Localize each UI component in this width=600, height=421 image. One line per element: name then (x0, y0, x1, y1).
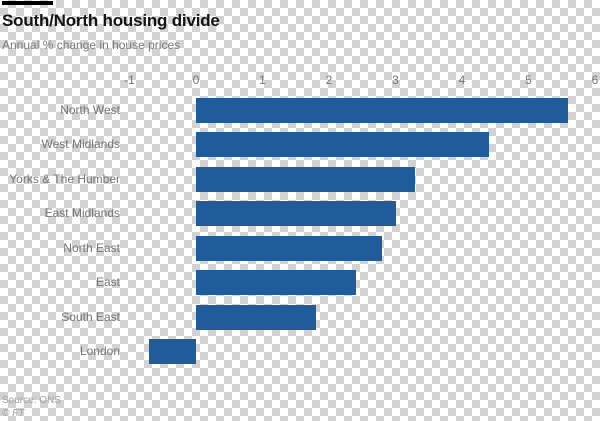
bar (196, 132, 489, 157)
bar (196, 201, 396, 226)
ft-credit-text: © FT (2, 408, 25, 419)
ft-top-rule (2, 1, 53, 5)
x-tick-label: 1 (259, 73, 266, 87)
category-label: London (79, 344, 120, 358)
source-text: Source: ONS (2, 395, 61, 406)
category-label: West Midlands (41, 137, 120, 151)
x-tick-label: 6 (591, 73, 599, 87)
x-tick-label: 4 (458, 73, 466, 87)
category-label: South East (61, 309, 120, 324)
x-tick-label: -1 (124, 73, 135, 87)
category-label: North West (60, 102, 120, 117)
category-label: East (95, 275, 120, 289)
category-label: North East (63, 240, 120, 255)
chart-title: South/North housing divide (2, 11, 220, 30)
category-label: East Midlands (44, 206, 120, 220)
bar (196, 270, 356, 295)
bar (196, 304, 316, 330)
x-tick-label: 0 (192, 73, 200, 87)
bar (196, 235, 383, 261)
x-tick-label: 3 (392, 73, 399, 87)
bar (196, 97, 569, 123)
x-tick-label: 2 (325, 73, 333, 87)
bar (196, 166, 416, 192)
category-label: Yorks & The Humber (9, 171, 120, 186)
chart-subtitle: Annual % change in house prices (2, 38, 181, 52)
bar (149, 339, 196, 364)
x-tick-label: 5 (525, 73, 532, 87)
